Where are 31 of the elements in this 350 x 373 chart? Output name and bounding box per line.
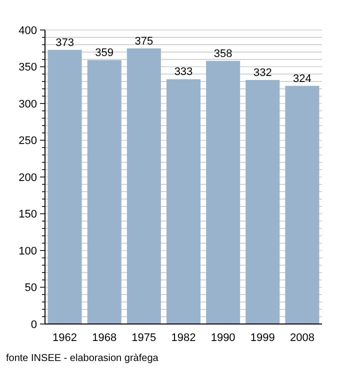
data-label: 324	[293, 72, 312, 85]
y-tick-label: 0	[30, 318, 37, 331]
data-label: 373	[56, 36, 74, 49]
x-tick-label: 1999	[250, 332, 275, 344]
bar	[87, 60, 122, 324]
y-tick-label: 250	[18, 135, 37, 148]
x-tick-label: 1975	[132, 332, 156, 344]
bar	[126, 48, 161, 324]
data-label: 332	[253, 66, 272, 79]
x-tick-label: 1990	[210, 332, 236, 344]
bar	[285, 86, 320, 324]
data-label: 333	[174, 66, 193, 78]
bar	[166, 79, 201, 324]
data-label: 358	[214, 48, 232, 60]
y-tick-label: 300	[18, 98, 37, 110]
data-label: 359	[95, 47, 114, 60]
x-tick-label: 1982	[171, 332, 196, 344]
x-tick-label: 2008	[290, 332, 314, 344]
bar	[48, 50, 82, 324]
y-tick-label: 200	[18, 172, 37, 184]
x-tick-label: 1968	[92, 332, 117, 344]
y-tick-label: 400	[18, 24, 37, 37]
y-tick-label: 350	[18, 62, 37, 74]
bar	[206, 60, 240, 324]
bar	[246, 80, 280, 324]
y-tick-label: 150	[18, 208, 37, 221]
y-tick-label: 50	[24, 282, 37, 294]
source-note: fonte INSEE - elaborasion gràfega	[6, 353, 159, 364]
y-tick-label: 100	[18, 245, 37, 258]
x-tick-label: 1962	[52, 332, 78, 344]
data-label: 375	[134, 35, 154, 48]
